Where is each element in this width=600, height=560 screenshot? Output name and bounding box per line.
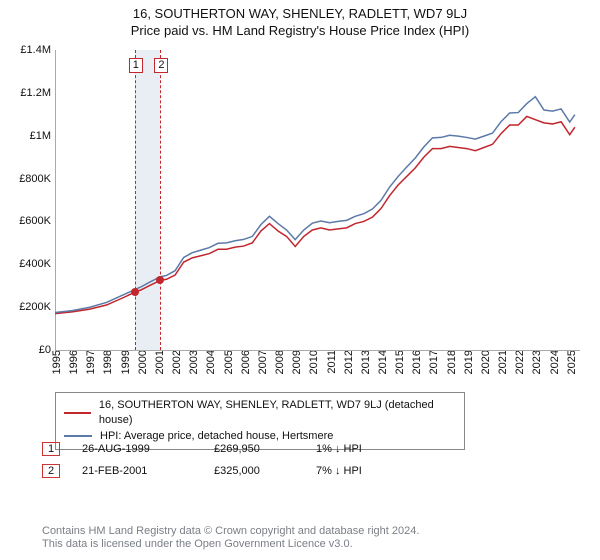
y-tick-label: £600K [19, 215, 51, 227]
x-tick-label: 2024 [549, 350, 561, 374]
x-tick-label: 2025 [566, 350, 578, 374]
y-tick-label: £1.2M [20, 87, 51, 99]
y-tick-label: £400K [19, 258, 51, 270]
x-tick-label: 2021 [497, 350, 509, 374]
sale-row: 2 21-FEB-2001 £325,000 7% ↓ HPI [42, 460, 421, 482]
sale-index-box: 1 [42, 442, 60, 456]
sale-diff: 1% ↓ HPI [316, 443, 421, 455]
page-subtitle: Price paid vs. HM Land Registry's House … [0, 23, 600, 38]
legend-swatch [64, 412, 91, 414]
license-footer: Contains HM Land Registry data © Crown c… [42, 525, 419, 553]
x-tick-label: 2015 [394, 350, 406, 374]
x-tick-label: 2002 [171, 350, 183, 374]
sale-diff: 7% ↓ HPI [316, 465, 421, 477]
x-tick-label: 2016 [411, 350, 423, 374]
series-price_paid [55, 116, 575, 313]
x-tick-label: 2013 [360, 350, 372, 374]
legend-item: 16, SOUTHERTON WAY, SHENLEY, RADLETT, WD… [64, 398, 456, 429]
page-title: 16, SOUTHERTON WAY, SHENLEY, RADLETT, WD… [0, 6, 600, 21]
sale-date: 26-AUG-1999 [82, 443, 192, 455]
x-tick-label: 2011 [326, 350, 338, 374]
y-tick-label: £1.4M [20, 44, 51, 56]
y-tick-label: £800K [19, 173, 51, 185]
sale-marker-box: 1 [129, 58, 143, 73]
x-tick-label: 2010 [308, 350, 320, 374]
x-tick-label: 2005 [223, 350, 235, 374]
sales-table: 1 26-AUG-1999 £269,950 1% ↓ HPI 2 21-FEB… [42, 438, 421, 482]
x-tick-label: 2007 [257, 350, 269, 374]
x-tick-label: 2014 [377, 350, 389, 374]
x-tick-label: 2012 [343, 350, 355, 374]
sale-marker-dot [131, 288, 139, 296]
sale-row: 1 26-AUG-1999 £269,950 1% ↓ HPI [42, 438, 421, 460]
x-tick-label: 1997 [85, 350, 97, 374]
footer-line: Contains HM Land Registry data © Crown c… [42, 525, 419, 539]
x-tick-label: 1999 [120, 350, 132, 374]
x-tick-label: 2006 [240, 350, 252, 374]
x-tick-label: 1998 [102, 350, 114, 374]
y-tick-label: £1M [30, 130, 51, 142]
x-tick-label: 2020 [480, 350, 492, 374]
x-tick-label: 1995 [51, 350, 63, 374]
x-tick-label: 2019 [463, 350, 475, 374]
price-chart: £0£200K£400K£600K£800K£1M£1.2M£1.4M19951… [55, 50, 580, 350]
x-tick-label: 2000 [137, 350, 149, 374]
sale-marker-dot [156, 276, 164, 284]
sale-price: £269,950 [214, 443, 294, 455]
series-hpi [55, 97, 575, 313]
x-tick-label: 2008 [274, 350, 286, 374]
x-tick-label: 2017 [428, 350, 440, 374]
sale-date: 21-FEB-2001 [82, 465, 192, 477]
x-tick-label: 2003 [188, 350, 200, 374]
y-tick-label: £200K [19, 301, 51, 313]
x-tick-label: 2009 [291, 350, 303, 374]
sale-price: £325,000 [214, 465, 294, 477]
footer-line: This data is licensed under the Open Gov… [42, 538, 419, 552]
sale-marker-box: 2 [154, 58, 168, 73]
x-tick-label: 2001 [154, 350, 166, 374]
x-tick-label: 2004 [205, 350, 217, 374]
x-tick-label: 2018 [446, 350, 458, 374]
x-tick-label: 1996 [68, 350, 80, 374]
sale-index-box: 2 [42, 464, 60, 478]
y-tick-label: £0 [39, 344, 51, 356]
x-tick-label: 2023 [531, 350, 543, 374]
x-tick-label: 2022 [514, 350, 526, 374]
legend-label: 16, SOUTHERTON WAY, SHENLEY, RADLETT, WD… [99, 398, 456, 429]
